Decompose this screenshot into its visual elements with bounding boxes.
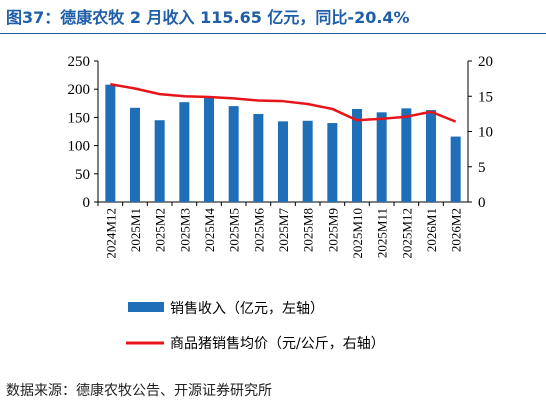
bar: [179, 102, 190, 202]
x-tick-label: 2024M12: [103, 208, 118, 259]
legend: 销售收入（亿元，左轴） 商品猪销售均价（元/公斤，右轴）: [126, 301, 385, 352]
x-tick-label: 2025M12: [399, 208, 414, 259]
title-divider: [0, 33, 546, 34]
bar: [253, 114, 264, 202]
bar: [204, 97, 214, 202]
x-tick-label: 2025M2: [153, 208, 168, 252]
bar: [228, 106, 239, 202]
bar: [130, 107, 140, 202]
left-tick-label: 50: [75, 167, 90, 183]
bar: [105, 84, 116, 202]
left-tick-label: 100: [68, 139, 91, 155]
left-tick-label: 250: [68, 54, 91, 70]
x-tick-label: 2025M7: [276, 208, 291, 253]
x-tick-label: 2025M5: [227, 208, 242, 252]
x-tick-label: 2026M1: [424, 208, 439, 252]
x-tick-label: 2025M6: [251, 208, 266, 253]
line-series: [110, 83, 457, 123]
x-tick-labels: 2024M12 2025M1 2025M2 2025M3 2025M4 2025M5 202…: [103, 208, 463, 259]
right-tick-label: 10: [478, 125, 493, 141]
right-tick-label: 5: [478, 160, 486, 176]
bar: [302, 120, 313, 202]
bar-series: [105, 84, 461, 202]
bar: [426, 110, 436, 202]
right-tick-label: 0: [478, 195, 486, 211]
x-tick-label: 2025M3: [177, 208, 192, 252]
bar: [278, 121, 288, 202]
x-tick-label: 2026M2: [449, 208, 464, 252]
x-tick-label: 2025M9: [325, 208, 340, 252]
legend-label-bar: 销售收入（亿元，左轴）: [170, 301, 324, 317]
left-tick-label: 0: [83, 195, 91, 211]
left-tick-label: 200: [68, 82, 91, 98]
bar: [327, 123, 338, 202]
right-tick-label: 20: [478, 54, 493, 70]
bar: [376, 112, 387, 202]
bar: [401, 108, 412, 202]
x-tick-label: 2025M1: [128, 208, 143, 252]
price-line: [110, 83, 457, 123]
x-tick-label: 2025M11: [375, 208, 390, 258]
bar: [154, 120, 165, 202]
bar: [450, 136, 461, 202]
chart-title: 图37：德康农牧 2 月收入 115.65 亿元，同比-20.4%: [6, 8, 410, 27]
right-tick-label: 15: [478, 89, 493, 105]
legend-swatch-bar: [128, 302, 164, 312]
x-tick-label: 2025M10: [350, 208, 365, 259]
bar: [352, 108, 362, 202]
x-tick-label: 2025M4: [202, 208, 217, 253]
x-tick-label: 2025M8: [301, 208, 316, 252]
source-note: 数据来源：德康农牧公告、开源证券研究所: [6, 383, 272, 399]
left-tick-label: 150: [68, 110, 91, 126]
legend-label-line: 商品猪销售均价（元/公斤，右轴）: [170, 336, 385, 352]
